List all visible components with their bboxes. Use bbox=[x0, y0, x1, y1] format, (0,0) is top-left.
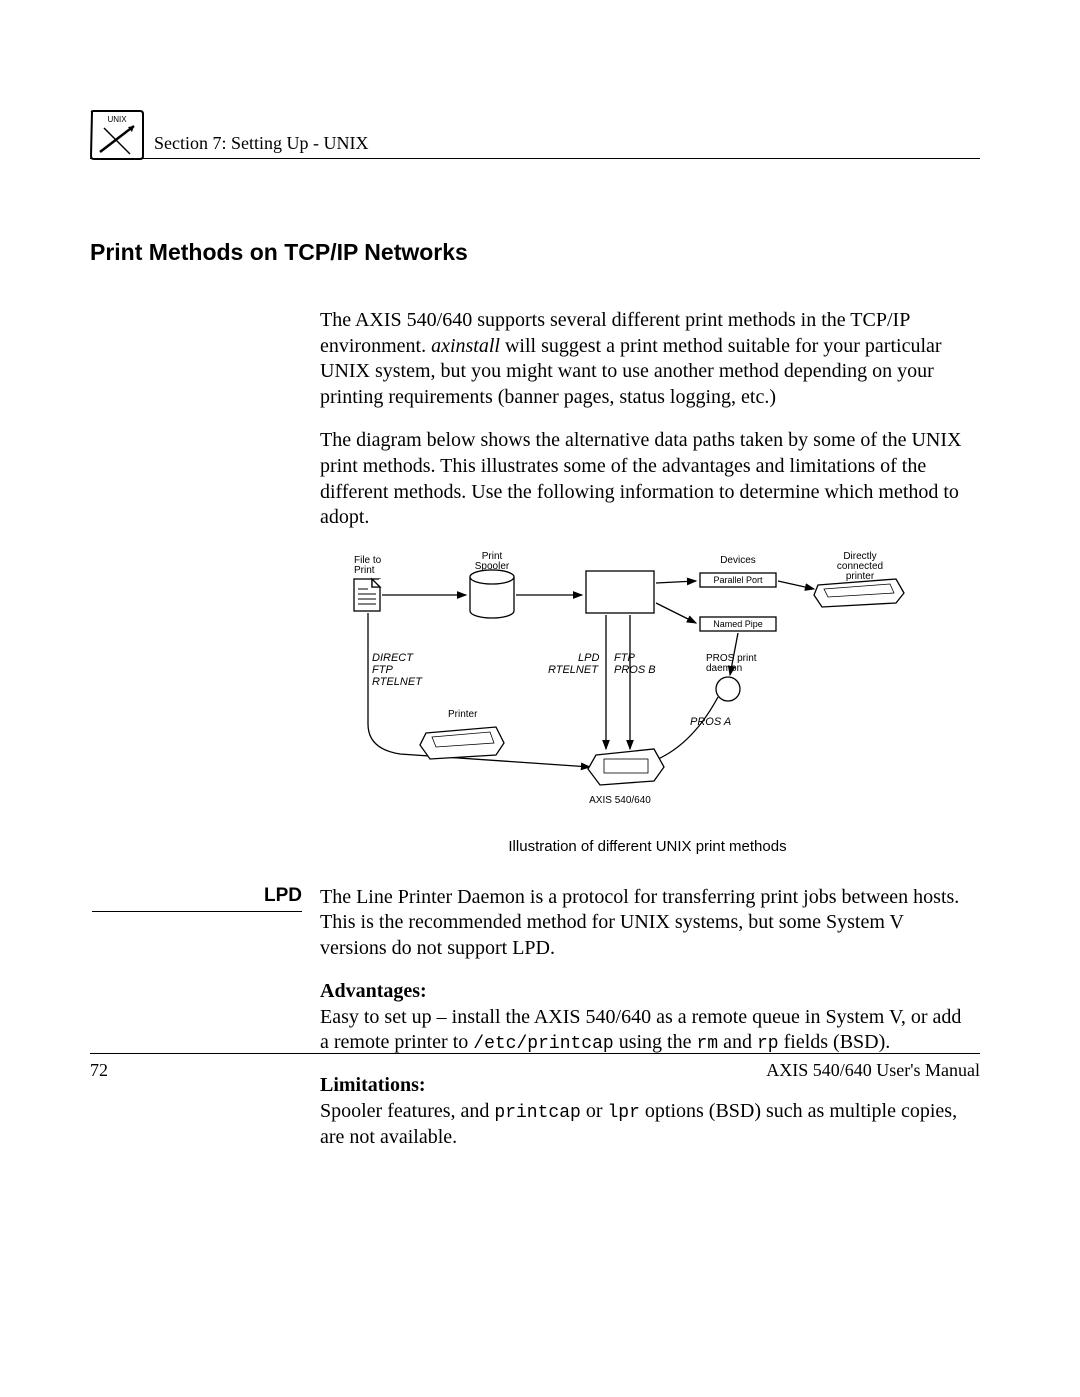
svg-text:RTELNET: RTELNET bbox=[548, 664, 599, 676]
lpd-margin-underline bbox=[92, 911, 302, 912]
svg-text:PROS B: PROS B bbox=[614, 664, 656, 676]
svg-text:Directlyconnectedprinter: Directlyconnectedprinter bbox=[837, 551, 883, 582]
unix-badge-icon: UNIX bbox=[90, 110, 144, 160]
svg-text:RTELNET: RTELNET bbox=[372, 676, 423, 688]
intro-paragraph-1: The AXIS 540/640 supports several differ… bbox=[320, 308, 975, 410]
svg-text:PrintSpooler: PrintSpooler bbox=[475, 551, 510, 572]
print-methods-diagram: File toPrint PrintSpooler Filter/Interfa… bbox=[320, 549, 975, 855]
header-section-text: Section 7: Setting Up - UNIX bbox=[154, 133, 368, 154]
svg-text:Parallel Port: Parallel Port bbox=[713, 575, 763, 585]
advantages-heading: Advantages: bbox=[320, 980, 975, 1003]
section-title: Print Methods on TCP/IP Networks bbox=[90, 239, 980, 266]
label-file-to-print: File toPrint bbox=[354, 555, 382, 576]
svg-text:AXIS 540/640: AXIS 540/640 bbox=[589, 795, 651, 806]
advantages-text: Easy to set up – install the AXIS 540/64… bbox=[320, 1005, 975, 1057]
svg-text:Printer: Printer bbox=[448, 709, 478, 720]
svg-text:Named Pipe: Named Pipe bbox=[713, 619, 763, 629]
svg-text:UNIX: UNIX bbox=[107, 115, 127, 124]
svg-text:FTP: FTP bbox=[372, 664, 393, 676]
lpd-margin-label: LPD bbox=[90, 885, 302, 907]
page-footer: 72 AXIS 540/640 User's Manual bbox=[90, 1053, 980, 1081]
svg-text:PROS A: PROS A bbox=[690, 716, 731, 728]
svg-text:Devices: Devices bbox=[720, 555, 756, 566]
svg-text:DIRECT: DIRECT bbox=[372, 652, 414, 664]
lpd-intro: The Line Printer Daemon is a protocol fo… bbox=[320, 885, 975, 962]
diagram-caption: Illustration of different UNIX print met… bbox=[320, 838, 975, 855]
page-header: UNIX Section 7: Setting Up - UNIX bbox=[90, 110, 980, 159]
limitations-text: Spooler features, and printcap or lpr op… bbox=[320, 1099, 975, 1151]
svg-text:LPD: LPD bbox=[578, 652, 599, 664]
manual-title: AXIS 540/640 User's Manual bbox=[766, 1060, 980, 1081]
page-number: 72 bbox=[90, 1060, 108, 1081]
intro-paragraph-2: The diagram below shows the alternative … bbox=[320, 428, 975, 530]
svg-text:FTP: FTP bbox=[614, 652, 635, 664]
